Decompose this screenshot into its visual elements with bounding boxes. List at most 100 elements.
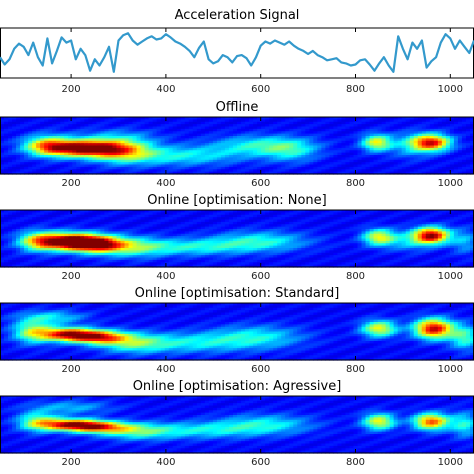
heatmap-cell	[188, 224, 194, 228]
heatmap-cell	[92, 126, 98, 130]
heatmap-cell	[172, 236, 178, 240]
heatmap-cell	[36, 171, 41, 175]
heatmap-cell	[12, 124, 17, 128]
heatmap-cell	[116, 255, 122, 259]
heatmap-cell	[212, 257, 218, 261]
heatmap-cell	[188, 212, 194, 216]
heatmap-cell	[409, 145, 415, 149]
heatmap-cell	[140, 264, 146, 268]
heatmap-cell	[48, 133, 53, 137]
heatmap-cell	[120, 133, 126, 137]
heatmap-cell	[120, 240, 126, 244]
heatmap-cell	[273, 248, 278, 251]
heatmap-cell	[301, 240, 306, 244]
heatmap-cell	[28, 264, 33, 268]
heatmap-cell	[76, 229, 81, 232]
heatmap-cell	[72, 147, 77, 151]
heatmap-cell	[164, 250, 170, 254]
heatmap-cell	[28, 217, 33, 221]
heatmap-cell	[341, 128, 347, 132]
heatmap-cell	[128, 245, 134, 249]
heatmap-cell	[281, 210, 286, 213]
heatmap-cell	[245, 262, 250, 266]
heatmap-cell	[329, 155, 335, 158]
heatmap-cell	[80, 155, 85, 158]
heatmap-cell	[281, 224, 286, 228]
heatmap-cell	[72, 121, 77, 125]
heatmap-cell	[144, 257, 150, 261]
heatmap-cell	[337, 138, 343, 142]
heatmap-cell	[144, 252, 150, 256]
heatmap-cell	[429, 159, 435, 163]
heatmap-cell	[92, 212, 98, 216]
heatmap-cell	[208, 264, 214, 268]
heatmap-cell	[148, 255, 154, 259]
heatmap-cell	[449, 121, 455, 125]
heatmap-cell	[56, 164, 61, 168]
heatmap-cell	[437, 140, 443, 144]
heatmap-cell	[281, 226, 286, 230]
heatmap-cell	[397, 124, 403, 128]
heatmap-cell	[421, 147, 427, 151]
heatmap-cell	[445, 124, 451, 128]
heatmap-cell	[96, 217, 102, 221]
heatmap-cell	[140, 133, 146, 137]
heatmap-cell	[4, 214, 9, 218]
heatmap-cell	[373, 119, 379, 123]
heatmap-cell	[116, 150, 122, 154]
heatmap-cell	[305, 229, 310, 232]
heatmap-cell	[60, 143, 65, 147]
heatmap-cell	[44, 169, 49, 173]
heatmap-cell	[265, 236, 270, 240]
heatmap-cell	[20, 250, 25, 254]
heatmap-cell	[309, 131, 314, 135]
heatmap-cell	[365, 171, 371, 175]
heatmap-cell	[212, 250, 218, 254]
heatmap-cell	[192, 250, 198, 254]
heatmap-cell	[216, 162, 222, 166]
heatmap-cell	[140, 240, 146, 244]
heatmap-cell	[421, 155, 427, 158]
heatmap-cell	[329, 214, 335, 218]
heatmap-cell	[168, 226, 174, 230]
heatmap-cell	[245, 226, 250, 230]
heatmap-cell	[128, 262, 134, 266]
heatmap-cell	[425, 126, 431, 130]
heatmap-cell	[56, 166, 61, 170]
heatmap-cell	[84, 248, 89, 251]
heatmap-cell	[281, 212, 286, 216]
heatmap-cell	[192, 255, 198, 259]
heatmap-cell	[168, 240, 174, 244]
heatmap-cell	[12, 248, 17, 251]
heatmap-cell	[305, 145, 310, 149]
heatmap-cell	[417, 131, 423, 135]
heatmap-cell	[237, 243, 242, 247]
heatmap-cell	[269, 138, 274, 142]
heatmap-cell	[381, 140, 387, 144]
heatmap-cell	[8, 166, 13, 170]
heatmap-cell	[257, 255, 262, 259]
heatmap-cell	[36, 219, 41, 223]
heatmap-cell	[120, 171, 126, 175]
heatmap-cell	[116, 212, 122, 216]
heatmap-cell	[68, 164, 73, 168]
heatmap-cell	[32, 131, 37, 135]
heatmap-cell	[84, 162, 89, 166]
heatmap-cell	[156, 169, 162, 173]
heatmap-cell	[148, 262, 154, 266]
heatmap-cell	[349, 159, 355, 163]
heatmap-cell	[273, 264, 278, 268]
heatmap-cell	[269, 259, 274, 263]
heatmap-cell	[144, 155, 150, 158]
heatmap-cell	[357, 162, 363, 166]
heatmap-cell	[180, 255, 186, 259]
heatmap-cell	[261, 157, 266, 161]
heatmap-cell	[301, 252, 306, 256]
heatmap-cell	[228, 166, 234, 170]
heatmap-cell	[188, 243, 194, 247]
heatmap-cell	[196, 214, 202, 218]
heatmap-cell	[204, 162, 210, 166]
heatmap-cell	[241, 264, 246, 268]
heatmap-cell	[80, 147, 85, 151]
heatmap-cell	[337, 157, 343, 161]
